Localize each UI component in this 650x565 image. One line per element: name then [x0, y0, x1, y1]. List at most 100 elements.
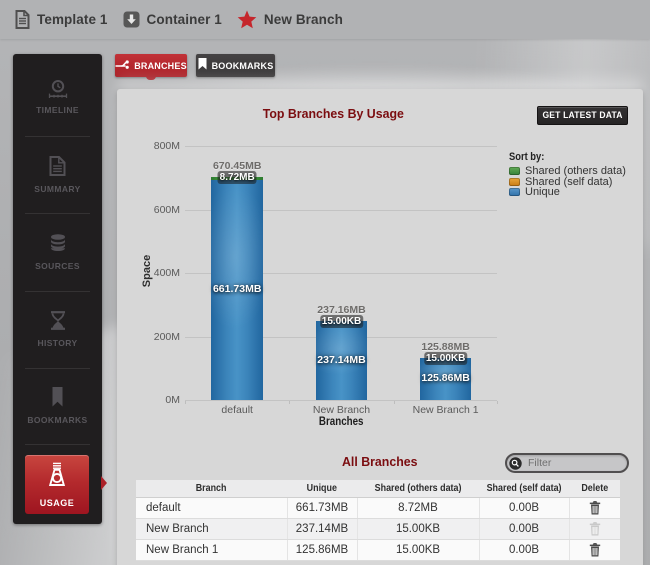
table-row: New Branch 1 125.86MB 15.00KB 0.00B — [136, 539, 620, 561]
breadcrumb-branch[interactable]: New Branch — [237, 10, 343, 29]
tab-label: BOOKMARKS — [211, 60, 274, 71]
bar-unique-label: 125.86MB — [421, 372, 470, 385]
table-column-header[interactable]: Branch — [136, 480, 287, 498]
search-icon — [509, 456, 522, 470]
template-icon — [15, 10, 30, 29]
usage-bar-chart: 800M 600M 400M 200M 0M Space 670.45MB 8.72MB 661… — [117, 89, 643, 434]
value-cell: 661.73MB — [287, 497, 358, 519]
sidebar-divider — [25, 368, 90, 369]
trash-icon[interactable] — [589, 500, 601, 515]
sidebar-item-timeline[interactable]: TIMELINE — [13, 80, 102, 115]
tab-bar: BRANCHES BOOKMARKS — [115, 54, 275, 80]
legend-swatch — [509, 188, 520, 196]
legend-label: Shared (self data) — [525, 175, 613, 188]
gridline — [185, 146, 497, 147]
value-cell: 125.86MB — [287, 539, 358, 561]
x-axis-tick-label: New Branch 1 — [412, 403, 479, 416]
table-row: New Branch 237.14MB 15.00KB 0.00B — [136, 518, 620, 540]
gridline — [185, 400, 497, 401]
bar-total-label: 670.45MB — [212, 159, 262, 172]
legend-label: Shared (others data) — [525, 165, 626, 177]
sidebar: TIMELINE SUMMARY SOURCES HISTORY — [13, 54, 107, 524]
timeline-icon — [45, 80, 71, 98]
tab-bookmarks[interactable]: BOOKMARKS — [196, 54, 275, 77]
legend-item: Shared (others data) — [509, 165, 626, 177]
value-cell: 0.00B — [479, 539, 570, 561]
sidebar-item-label: TIMELINE — [36, 105, 79, 115]
summary-icon — [49, 156, 66, 176]
delete-cell — [569, 539, 620, 561]
x-axis-tick — [185, 401, 186, 404]
value-cell: 0.00B — [479, 518, 570, 540]
value-cell: 237.14MB — [287, 518, 358, 540]
value-cell: 15.00KB — [357, 539, 480, 561]
gridline — [185, 209, 497, 211]
tab-branches[interactable]: BRANCHES — [115, 54, 187, 80]
table-column-header[interactable]: Shared (others data) — [357, 480, 479, 498]
usage-icon — [45, 462, 69, 492]
table-column-header[interactable]: Delete — [569, 480, 620, 498]
legend-swatch — [509, 177, 520, 186]
value-cell: 8.72MB — [357, 497, 480, 519]
breadcrumb-template[interactable]: Template 1 — [15, 10, 108, 29]
sidebar-item-bookmarks[interactable]: BOOKMARKS — [13, 387, 102, 425]
y-axis-tick-label: 0M — [165, 394, 180, 406]
sidebar-item-label: USAGE — [39, 497, 75, 508]
chart-legend: Sort by: Shared (others data) Shared (sel… — [509, 151, 626, 199]
bar-unique-label: 661.73MB — [212, 282, 262, 295]
breadcrumb-container-label: Container 1 — [146, 12, 222, 27]
history-icon — [50, 311, 66, 330]
bar-shared-badge: 8.72MB — [217, 170, 257, 184]
chart-title: Top Branches By Usage — [262, 106, 404, 121]
legend-item: Unique — [509, 186, 626, 198]
table-column-header[interactable]: Unique — [287, 480, 357, 498]
bar-total-label: 237.16MB — [317, 304, 366, 317]
legend-title: Sort by: — [509, 151, 545, 163]
bar-shared-badge: 15.00KB — [423, 352, 468, 366]
filter-input[interactable] — [528, 457, 620, 469]
sidebar-item-history[interactable]: HISTORY — [13, 311, 102, 348]
get-latest-data-button[interactable]: GET LATEST DATA — [537, 106, 628, 125]
sidebar-item-label: HISTORY — [37, 338, 78, 348]
sidebar-divider — [25, 291, 90, 292]
value-cell: 0.00B — [479, 497, 570, 519]
sidebar-divider — [25, 444, 90, 445]
trash-icon[interactable] — [589, 542, 601, 557]
breadcrumb-branch-label: New Branch — [263, 12, 343, 27]
bar-unique-label: 237.14MB — [317, 353, 366, 366]
trash-icon — [589, 521, 601, 536]
sidebar-item-sources[interactable]: SOURCES — [13, 234, 102, 271]
table-row: default 661.73MB 8.72MB 0.00B — [136, 497, 620, 519]
table-column-header[interactable]: Shared (self data) — [479, 480, 569, 498]
tab-label: BRANCHES — [134, 60, 187, 71]
star-icon — [237, 10, 257, 29]
sidebar-item-label: SOURCES — [35, 261, 80, 271]
branch-name-cell: New Branch 1 — [136, 539, 288, 561]
branches-table: Branch Unique Shared (others data) Shared (… — [136, 480, 620, 561]
bar-unique-segment[interactable] — [315, 321, 368, 400]
gridline — [185, 273, 497, 274]
x-axis-tick — [393, 401, 395, 404]
legend-swatch — [509, 167, 520, 175]
branch-name-cell: New Branch — [136, 518, 288, 540]
x-axis-label: Branches — [319, 416, 364, 428]
active-item-arrow — [101, 476, 107, 490]
sidebar-divider — [25, 213, 90, 214]
all-branches-title: All Branches — [342, 454, 418, 469]
delete-cell — [569, 518, 620, 540]
container-icon — [123, 11, 140, 28]
legend-label: Unique — [525, 186, 560, 198]
bookmark-icon — [198, 57, 207, 75]
delete-cell — [569, 497, 620, 519]
breadcrumb-container[interactable]: Container 1 — [123, 11, 222, 28]
x-axis-tick-label: New Branch — [312, 403, 371, 416]
bar-shared-badge: 15.00KB — [319, 315, 364, 329]
sidebar-item-usage[interactable]: USAGE — [25, 455, 107, 514]
sidebar-item-summary[interactable]: SUMMARY — [13, 156, 102, 194]
legend-item: Shared (self data) — [509, 175, 626, 188]
bar-unique-segment[interactable] — [211, 179, 263, 400]
y-axis-tick-label: 400M — [153, 267, 180, 279]
x-axis-tick — [497, 401, 498, 404]
filter-box — [505, 453, 629, 473]
y-axis-tick-label: 600M — [153, 203, 180, 216]
